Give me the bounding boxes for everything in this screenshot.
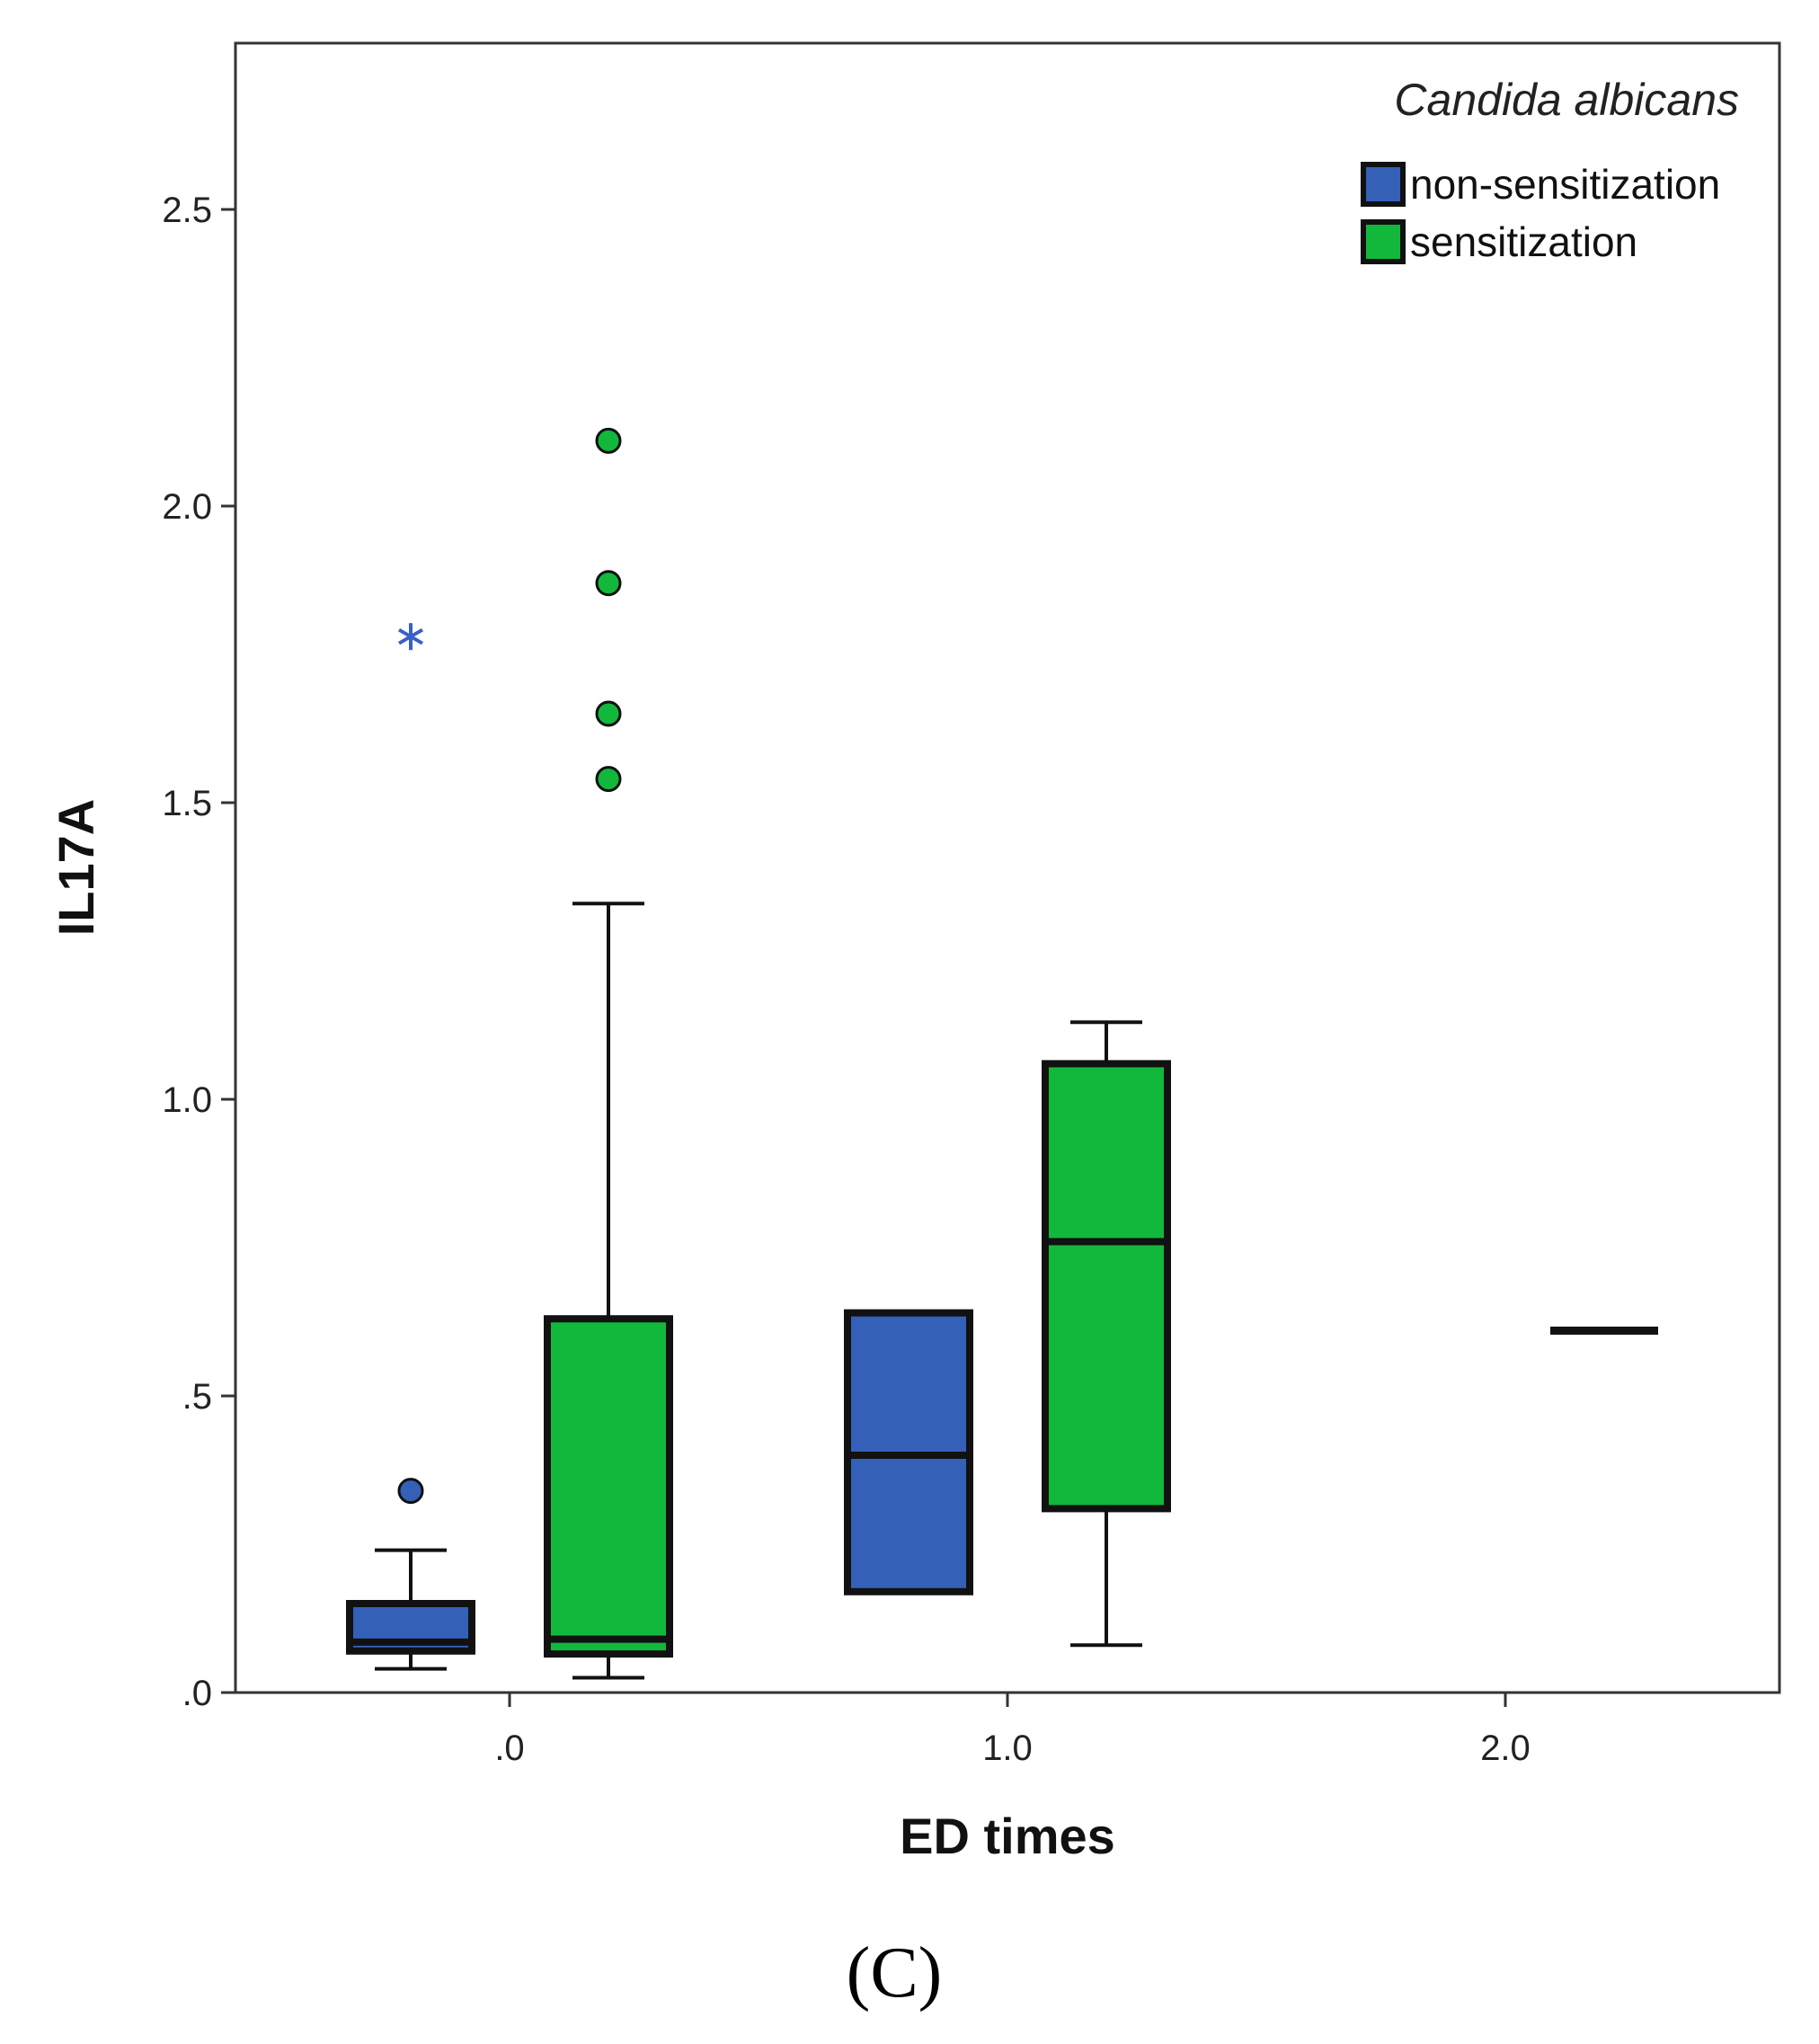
x-axis: .0 1.0 2.0 [494,1693,1531,1768]
plot-frame [234,41,1781,1694]
x-tick-label: 1.0 [982,1729,1033,1768]
y-tick-label: 2.0 [162,487,212,527]
y-tick-label: 1.0 [162,1080,212,1120]
legend-swatch-sensitization [1361,219,1406,264]
boxes-layer [346,427,1658,1680]
outlier-point [595,570,622,597]
outlier-point [397,1478,424,1505]
box-non-sensitization-1p0 [844,1309,973,1595]
iqr-box [544,1315,673,1658]
iqr-box [1042,1060,1171,1513]
x-tick-label: 2.0 [1480,1729,1531,1768]
y-tick-label: 1.5 [162,784,212,823]
outlier-point [595,700,622,727]
y-tick-label: 2.5 [162,191,212,230]
outlier-point [595,427,622,454]
x-tick-label: .0 [494,1729,524,1768]
boxplot-chart: .0 .5 1.0 1.5 2.0 2.5 .0 1.0 2.0 Candida albica… [48,41,1781,1864]
legend: Candida albicans non-sensitization sensit… [1361,75,1739,265]
legend-label-sensitization: sensitization [1410,218,1637,265]
extreme-point [398,623,423,651]
box-non-sensitization-p0 [346,623,475,1671]
y-axis: .0 .5 1.0 1.5 2.0 2.5 [162,191,235,1713]
y-tick-label: .0 [182,1674,212,1713]
box-sensitization-1p0 [1042,1020,1171,1648]
box-sensitization-p0 [544,427,673,1680]
legend-title: Candida albicans [1394,75,1739,125]
y-tick-label: .5 [182,1377,212,1417]
panel-label: (C) [846,1933,943,2013]
legend-swatch-non-sensitization [1361,162,1406,207]
x-axis-title: ED times [900,1808,1115,1864]
outlier-point [595,766,622,793]
y-axis-title: IL17A [48,799,104,937]
legend-label-non-sensitization: non-sensitization [1410,161,1720,208]
